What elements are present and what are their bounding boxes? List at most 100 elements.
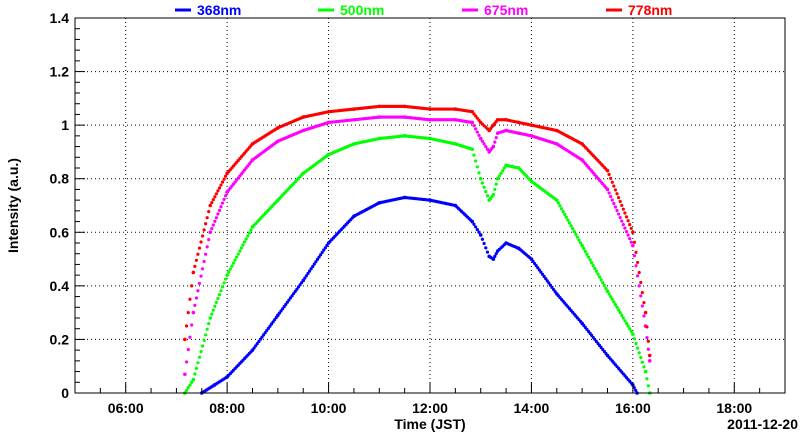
data-point-fill bbox=[236, 252, 240, 256]
y-tick-label: 1.2 bbox=[50, 64, 70, 80]
data-point-fill bbox=[642, 365, 646, 369]
data-point-fill bbox=[474, 225, 478, 229]
data-point-fill bbox=[567, 221, 572, 225]
data-point-fill bbox=[616, 308, 621, 312]
data-point-fill bbox=[239, 246, 244, 250]
data-point-fill bbox=[583, 249, 587, 253]
data-point-fill bbox=[636, 346, 640, 350]
data-point-fill bbox=[186, 386, 190, 390]
data-point-fill bbox=[610, 297, 614, 301]
data-point bbox=[208, 230, 213, 235]
data-point bbox=[605, 168, 610, 173]
data-point-fill bbox=[645, 377, 649, 381]
data-point-fill bbox=[216, 212, 220, 216]
data-point-fill bbox=[193, 372, 197, 376]
data-point bbox=[470, 219, 475, 224]
data-point bbox=[191, 377, 196, 382]
series-500nm bbox=[183, 134, 652, 395]
data-point bbox=[478, 136, 483, 141]
data-point-fill bbox=[561, 209, 565, 214]
data-point-fill bbox=[315, 257, 320, 262]
data-point-fill bbox=[612, 184, 616, 188]
y-tick-label: 1 bbox=[61, 117, 69, 133]
data-point-fill bbox=[628, 222, 632, 227]
data-point-fill bbox=[574, 232, 578, 236]
data-point-fill bbox=[186, 348, 190, 352]
data-point-fill bbox=[610, 198, 614, 202]
data-point-fill bbox=[624, 321, 629, 325]
data-point-fill bbox=[214, 192, 218, 196]
data-point bbox=[225, 273, 229, 277]
data-point-fill bbox=[636, 260, 640, 265]
data-point-fill bbox=[204, 222, 208, 226]
data-point-fill bbox=[219, 289, 223, 293]
data-point-fill bbox=[320, 250, 324, 254]
data-point-fill bbox=[618, 215, 622, 220]
data-point-fill bbox=[594, 269, 599, 273]
data-point-fill bbox=[304, 274, 308, 278]
data-point-fill bbox=[645, 336, 649, 340]
data-point-fill bbox=[585, 252, 589, 256]
data-point-fill bbox=[311, 264, 315, 269]
data-point-fill bbox=[640, 304, 644, 308]
data-point-fill bbox=[499, 171, 503, 175]
data-point-fill bbox=[613, 303, 618, 307]
data-point bbox=[631, 243, 635, 248]
series-778nm bbox=[183, 104, 652, 358]
data-point-fill bbox=[207, 209, 211, 214]
data-point-fill bbox=[628, 327, 632, 331]
data-point bbox=[191, 310, 196, 315]
data-point-fill bbox=[485, 250, 490, 254]
data-point-fill bbox=[626, 233, 630, 237]
data-point-fill bbox=[484, 246, 488, 250]
data-point-fill bbox=[620, 203, 624, 207]
data-point-fill bbox=[194, 258, 199, 262]
data-point-fill bbox=[484, 189, 488, 194]
data-point bbox=[605, 187, 610, 192]
data-point-fill bbox=[572, 229, 576, 234]
data-point-fill bbox=[586, 255, 591, 259]
series-368nm bbox=[199, 195, 639, 395]
data-point-fill bbox=[607, 172, 611, 177]
data-point-fill bbox=[197, 281, 202, 286]
data-point-fill bbox=[472, 112, 476, 116]
data-point-fill bbox=[501, 169, 505, 173]
data-point-fill bbox=[193, 303, 197, 307]
data-point-fill bbox=[613, 205, 618, 209]
data-point-fill bbox=[578, 241, 583, 245]
series-layer bbox=[183, 104, 652, 395]
data-point-fill bbox=[312, 262, 316, 266]
data-point-fill bbox=[216, 296, 220, 301]
data-point bbox=[470, 147, 475, 152]
data-point-fill bbox=[623, 319, 627, 323]
data-point-fill bbox=[238, 249, 242, 253]
data-point-fill bbox=[475, 116, 479, 120]
axes: 0 0.2 0.4 0.6 0.8 1 1.2 1.4 06:00 08:00 10:00 12:00… bbox=[50, 10, 786, 416]
data-point-fill bbox=[196, 252, 200, 256]
data-point-fill bbox=[493, 254, 497, 258]
data-point-fill bbox=[474, 127, 478, 131]
data-point-fill bbox=[194, 296, 199, 300]
data-point-fill bbox=[591, 264, 595, 268]
data-point bbox=[647, 359, 652, 363]
data-point-fill bbox=[227, 270, 231, 274]
data-point-fill bbox=[624, 230, 629, 234]
data-point-fill bbox=[575, 235, 579, 239]
data-point-fill bbox=[200, 344, 205, 348]
data-point-fill bbox=[196, 289, 200, 293]
data-point-fill bbox=[220, 201, 225, 205]
data-point-fill bbox=[219, 183, 223, 187]
data-point-fill bbox=[494, 136, 498, 140]
data-point-fill bbox=[230, 264, 234, 268]
data-point-fill bbox=[639, 355, 643, 360]
data-point-fill bbox=[612, 201, 616, 206]
data-point bbox=[495, 176, 500, 181]
data-point-fill bbox=[217, 208, 222, 212]
data-point bbox=[491, 144, 496, 149]
data-point-fill bbox=[190, 284, 194, 288]
data-point-fill bbox=[604, 286, 608, 290]
data-point-fill bbox=[632, 254, 637, 258]
data-point bbox=[491, 192, 496, 197]
data-point-fill bbox=[475, 228, 479, 232]
data-point-fill bbox=[621, 222, 625, 227]
